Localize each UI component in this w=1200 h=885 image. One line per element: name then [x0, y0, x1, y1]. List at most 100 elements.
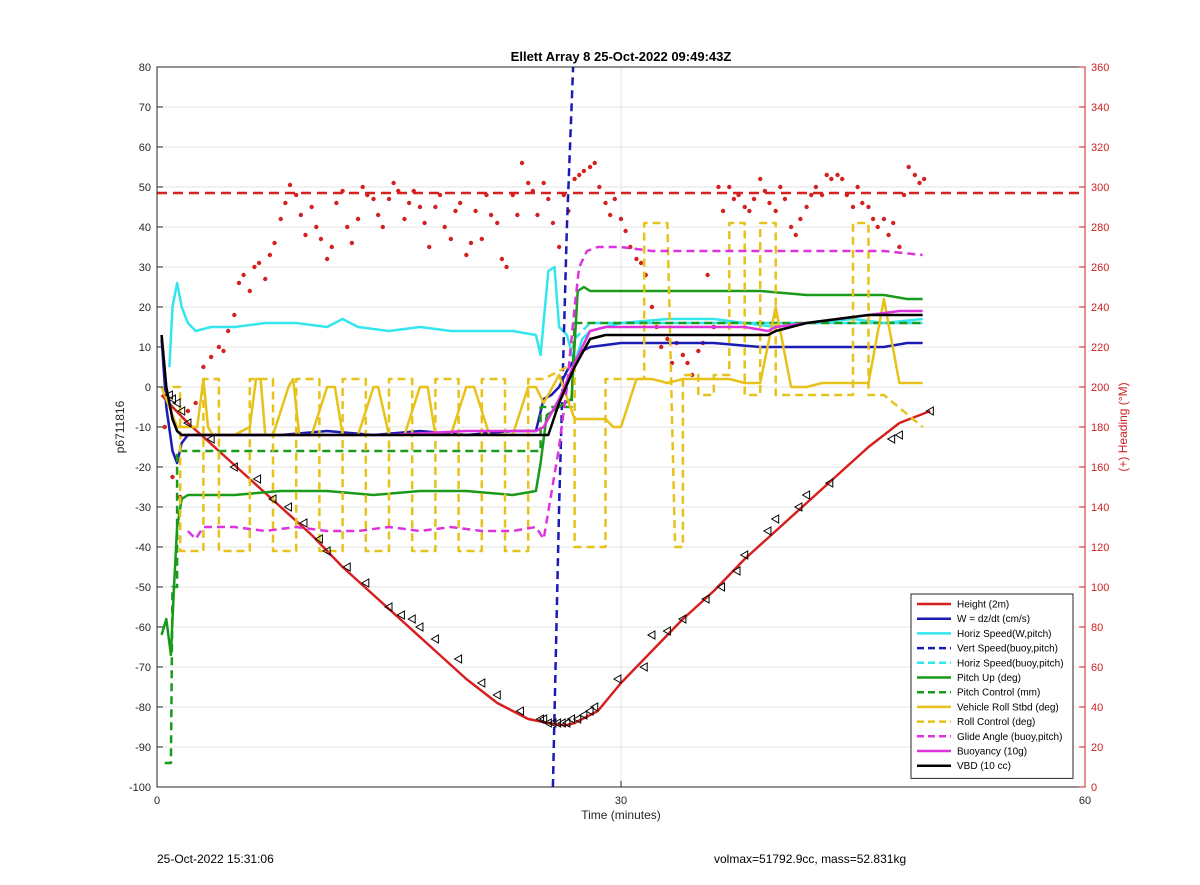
heading-point: [716, 184, 721, 190]
legend-label: Roll Control (deg): [957, 717, 1035, 728]
heading-point: [283, 200, 288, 206]
height-marker: [267, 494, 277, 504]
heading-point: [612, 196, 618, 202]
height-marker: [552, 718, 562, 728]
legend-label: Height (2m): [957, 600, 1009, 611]
height-marker: [252, 474, 262, 484]
series-line-3: [551, 66, 575, 788]
height-marker: [314, 534, 323, 544]
heading-point: [680, 352, 686, 358]
heading-point: [360, 184, 365, 190]
heading-point: [256, 260, 262, 266]
y-tick-label: -40: [135, 542, 151, 554]
heading-point: [850, 204, 856, 210]
y2-tick-label: 260: [1091, 262, 1109, 274]
heading-layer: [157, 160, 1085, 500]
heading-point: [824, 172, 829, 178]
height-marker: [561, 718, 571, 728]
heading-point: [208, 354, 214, 360]
y-tick-label: 60: [139, 142, 151, 154]
legend-box: [910, 593, 1074, 779]
heading-point: [427, 244, 432, 250]
y-tick-label: 70: [139, 102, 151, 114]
heading-point: [417, 204, 423, 210]
heading-point: [829, 176, 834, 182]
heading-point: [819, 192, 825, 198]
heading-point: [623, 228, 628, 234]
heading-point: [287, 182, 293, 188]
height-marker: [164, 390, 173, 400]
height-marker: [430, 634, 439, 644]
height-marker: [886, 434, 896, 444]
heading-point: [607, 212, 613, 218]
heading-point: [324, 256, 330, 262]
height-marker: [515, 706, 524, 716]
heading-point: [510, 192, 515, 198]
heading-point: [402, 216, 407, 222]
y-tick-label: 0: [145, 382, 151, 394]
heading-point: [897, 244, 902, 250]
y-tick-label: -80: [135, 702, 151, 714]
heading-point: [793, 232, 798, 238]
heading-point: [340, 188, 345, 194]
axes: 0 30 6080706050403020100-10-20-30-40-50-60…: [129, 62, 1109, 807]
y-tick-label: -30: [135, 502, 151, 514]
y2-tick-label: 240: [1091, 302, 1109, 314]
heading-point: [530, 188, 536, 194]
heading-point: [855, 184, 860, 190]
y-tick-label: 50: [139, 182, 151, 194]
height-marker: [167, 394, 176, 404]
height-marker: [383, 602, 393, 612]
y-tick-label: -70: [135, 662, 151, 674]
heading-point: [386, 196, 392, 202]
heading-point: [232, 312, 237, 318]
height-marker: [793, 502, 803, 512]
height-marker: [322, 546, 331, 556]
height-marker: [283, 502, 292, 512]
y2-tick-label: 0: [1091, 782, 1097, 794]
height-marker: [538, 714, 548, 724]
y2-tick-label: 360: [1091, 62, 1109, 74]
heading-point: [345, 224, 350, 230]
heading-point: [875, 224, 880, 230]
heading-point: [488, 212, 494, 218]
heading-point: [406, 200, 412, 206]
y2-tick-label: 20: [1091, 742, 1103, 754]
legend-label: Pitch Control (mm): [957, 688, 1040, 699]
heading-point: [881, 216, 887, 222]
heading-point: [638, 260, 644, 266]
heading-point: [762, 188, 768, 194]
heading-point: [921, 176, 927, 182]
heading-point: [705, 272, 710, 278]
x-tick-label: 30: [615, 795, 627, 807]
heading-point: [349, 240, 355, 246]
heading-point: [758, 176, 763, 182]
height-marker: [770, 514, 780, 524]
height-marker: [677, 614, 687, 624]
heading-point: [696, 348, 701, 354]
y-tick-label: -20: [135, 462, 151, 474]
heading-point: [442, 224, 447, 230]
y-tick-label: -90: [135, 742, 151, 754]
height-marker: [535, 714, 545, 724]
heading-point: [747, 208, 752, 214]
height-marker: [639, 662, 648, 672]
height-marker: [739, 550, 749, 560]
legend-label: Glide Angle (buoy,pitch): [957, 732, 1062, 743]
heading-point: [303, 232, 308, 238]
heading-point: [294, 192, 299, 198]
heading-point: [263, 276, 268, 282]
height-marker: [182, 418, 192, 428]
heading-point: [788, 224, 794, 230]
y-tick-label: 20: [139, 302, 151, 314]
heading-point: [185, 408, 191, 414]
heading-point: [448, 236, 454, 242]
heading-point: [778, 184, 783, 190]
legend-label: Vehicle Roll Stbd (deg): [957, 702, 1059, 713]
heading-point: [891, 220, 896, 226]
heading-point: [411, 188, 416, 194]
heading-point: [720, 208, 726, 214]
chart-title: Ellett Array 8 25-Oct-2022 09:49:43Z: [511, 49, 732, 64]
y-tick-label: -60: [135, 622, 151, 634]
heading-point: [267, 252, 273, 258]
